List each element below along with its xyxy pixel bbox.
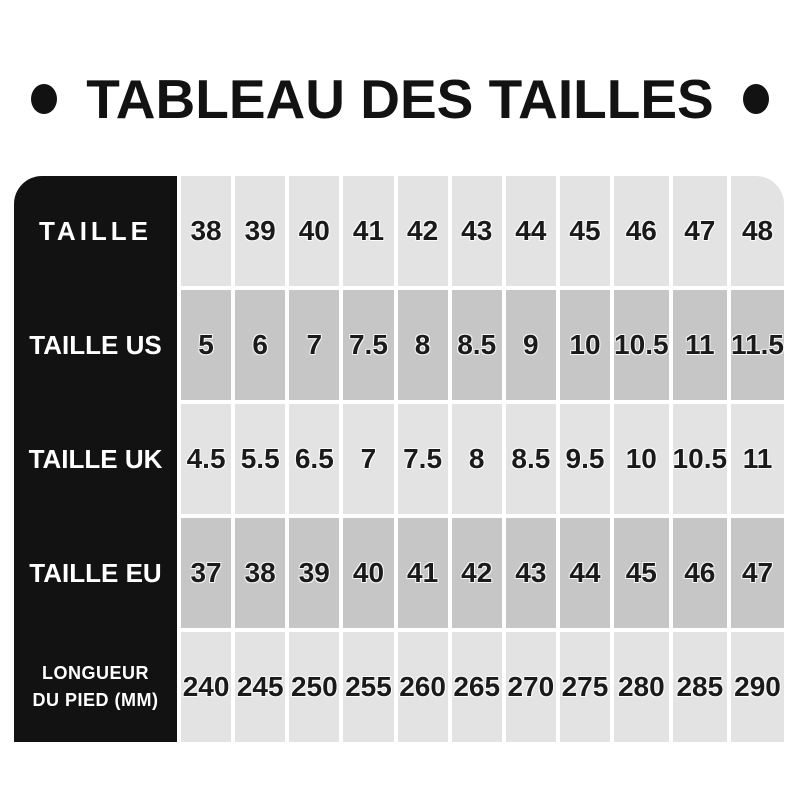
size-cell: 47 — [731, 518, 784, 628]
size-cell: 43 — [505, 518, 556, 628]
size-cell: 7 — [343, 404, 394, 514]
bullet-dot-right-icon — [743, 84, 769, 114]
size-cell: 39 — [235, 176, 286, 286]
row-header-taille: TAILLE — [38, 215, 153, 246]
size-cell: 44 — [559, 518, 611, 628]
size-cell: 250 — [289, 632, 340, 742]
size-cell: 275 — [559, 632, 611, 742]
size-cell: 39 — [289, 518, 340, 628]
size-cell: 9 — [505, 290, 556, 400]
size-cell: 6 — [235, 290, 286, 400]
size-cell: 44 — [505, 176, 556, 286]
size-cell: 10 — [614, 404, 669, 514]
size-cell: 41 — [343, 176, 394, 286]
size-cell: 9.5 — [559, 404, 611, 514]
size-cell: 8 — [451, 404, 502, 514]
size-cell: 47 — [672, 176, 728, 286]
size-cell: 45 — [559, 176, 611, 286]
size-cell: 7.5 — [343, 290, 394, 400]
size-cell: 5 — [181, 290, 232, 400]
size-cell: 285 — [672, 632, 728, 742]
size-cell: 37 — [181, 518, 232, 628]
size-cell: 42 — [397, 176, 448, 286]
size-cell: 40 — [343, 518, 394, 628]
size-cell: 38 — [181, 176, 232, 286]
size-cell: 45 — [614, 518, 669, 628]
size-cell: 10.5 — [614, 290, 669, 400]
size-cell: 290 — [731, 632, 784, 742]
size-cell: 10.5 — [672, 404, 728, 514]
size-cell: 265 — [451, 632, 502, 742]
size-grid: TAILLE 38 39 40 41 42 43 44 45 46 47 48 TAILLE US 5 6 7… — [14, 176, 784, 742]
size-cell: 7.5 — [397, 404, 448, 514]
size-cell: 10 — [559, 290, 611, 400]
size-cell: 48 — [731, 176, 784, 286]
size-cell: 11 — [672, 290, 728, 400]
size-cell: 11.5 — [731, 290, 784, 400]
size-cell: 5.5 — [235, 404, 286, 514]
size-chart-table: TAILLE 38 39 40 41 42 43 44 45 46 47 48 TAILLE US 5 6 7… — [14, 176, 784, 742]
size-cell: 260 — [397, 632, 448, 742]
size-cell: 41 — [397, 518, 448, 628]
size-cell: 255 — [343, 632, 394, 742]
page-header: TABLEAU DES TAILLES — [0, 62, 800, 136]
size-cell: 38 — [235, 518, 286, 628]
size-cell: 40 — [289, 176, 340, 286]
size-cell: 270 — [505, 632, 556, 742]
header-column-background — [14, 176, 177, 742]
size-cell: 240 — [181, 632, 232, 742]
row-header-longueur-du-pied-mm: LONGUEUR DU PIED (MM) — [32, 663, 159, 710]
row-header-taille-uk: TAILLE UK — [28, 443, 163, 474]
bullet-dot-left-icon — [31, 84, 57, 114]
size-cell: 46 — [614, 176, 669, 286]
size-cell: 245 — [235, 632, 286, 742]
size-cell: 8.5 — [505, 404, 556, 514]
size-cell: 7 — [289, 290, 340, 400]
size-cell: 43 — [451, 176, 502, 286]
page-title: TABLEAU DES TAILLES — [86, 68, 714, 130]
size-cell: 4.5 — [181, 404, 232, 514]
size-cell: 46 — [672, 518, 728, 628]
row-header-taille-us: TAILLE US — [29, 329, 162, 360]
row-header-taille-eu: TAILLE EU — [29, 557, 162, 588]
size-cell: 11 — [731, 404, 784, 514]
size-cell: 280 — [614, 632, 669, 742]
size-cell: 8.5 — [451, 290, 502, 400]
size-cell: 42 — [451, 518, 502, 628]
size-cell: 8 — [397, 290, 448, 400]
size-cell: 6.5 — [289, 404, 340, 514]
